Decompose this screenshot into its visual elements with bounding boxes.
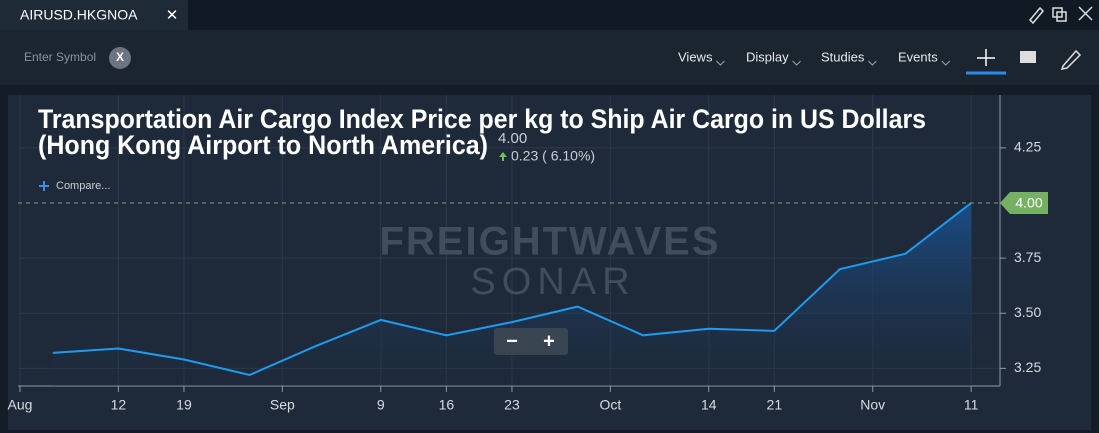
x-tick-label: 16 [439,397,455,413]
chart-title: (Hong Kong Airport to North America) [38,130,488,160]
tab-close[interactable]: ✕ [166,7,179,24]
zoom-out[interactable]: − [506,330,518,352]
symbol-input[interactable]: Enter Symbol [24,50,96,64]
up-arrow [499,152,507,161]
x-tick-label: Sep [270,397,295,413]
edit-icon[interactable] [1028,6,1045,25]
crosshair-tool[interactable] [977,49,995,66]
menu-item[interactable]: Views [678,49,713,64]
window-controls [1028,6,1093,25]
tab-title[interactable]: AIRUSD.HKGNOA [20,7,138,23]
menu-caret [792,60,801,66]
draw-tool[interactable] [1060,49,1082,70]
menus: Views Display Studies Events [678,49,951,66]
menu-caret [868,60,877,66]
last-price: 4.00 [498,130,527,147]
compare-link[interactable]: Compare... [56,180,110,192]
y-tick-label: 4.25 [1014,139,1041,155]
x-tick-label: 23 [504,397,520,413]
clear-label[interactable]: X [116,50,124,64]
zoom-in[interactable]: + [543,330,555,352]
price-tag [1000,192,1048,215]
plot: 3.25 3.50 3.75 4.25 Aug 12 19 Sep 9 16 23 Oct 14 21 No… [8,95,1048,413]
watermark-product: SONAR [470,261,635,303]
x-tick-label: 9 [377,397,385,413]
watermark-brand: FREIGHTWAVES [379,220,720,264]
annotation-tool[interactable] [1020,51,1036,63]
toolbar [0,30,1099,85]
tab[interactable] [0,0,188,30]
x-tick-label: 12 [111,397,127,413]
popout-icon-back [1056,11,1067,22]
x-tick-label: 21 [767,397,783,413]
price-change: 0.23 ( 6.10%) [511,148,595,164]
x-tick-label: Oct [599,397,621,413]
x-tick-label: 14 [701,397,717,413]
y-tick-label: 3.75 [1014,249,1041,265]
x-tick-label: 19 [176,397,192,413]
menu-caret [941,60,951,66]
price-tag-label: 4.00 [1015,195,1042,211]
area [52,203,972,386]
menu-item[interactable]: Display [746,49,789,64]
chart-title: Transportation Air Cargo Index Price per… [38,104,926,134]
menu-item[interactable]: Studies [821,49,865,64]
menu-caret [716,60,725,66]
zoom-control [494,328,568,355]
x-tick-label: Nov [860,397,885,413]
line [52,202,972,377]
y-tick-label: 3.25 [1014,359,1041,375]
x-tick-label: Aug [8,397,33,413]
x-tick-label: 11 [964,397,979,413]
clear-button[interactable] [109,47,131,69]
compare-plus[interactable] [39,181,49,191]
menu-item[interactable]: Events [898,49,938,64]
close-window-icon[interactable] [1078,6,1093,21]
y-tick-label: 3.50 [1014,304,1041,320]
